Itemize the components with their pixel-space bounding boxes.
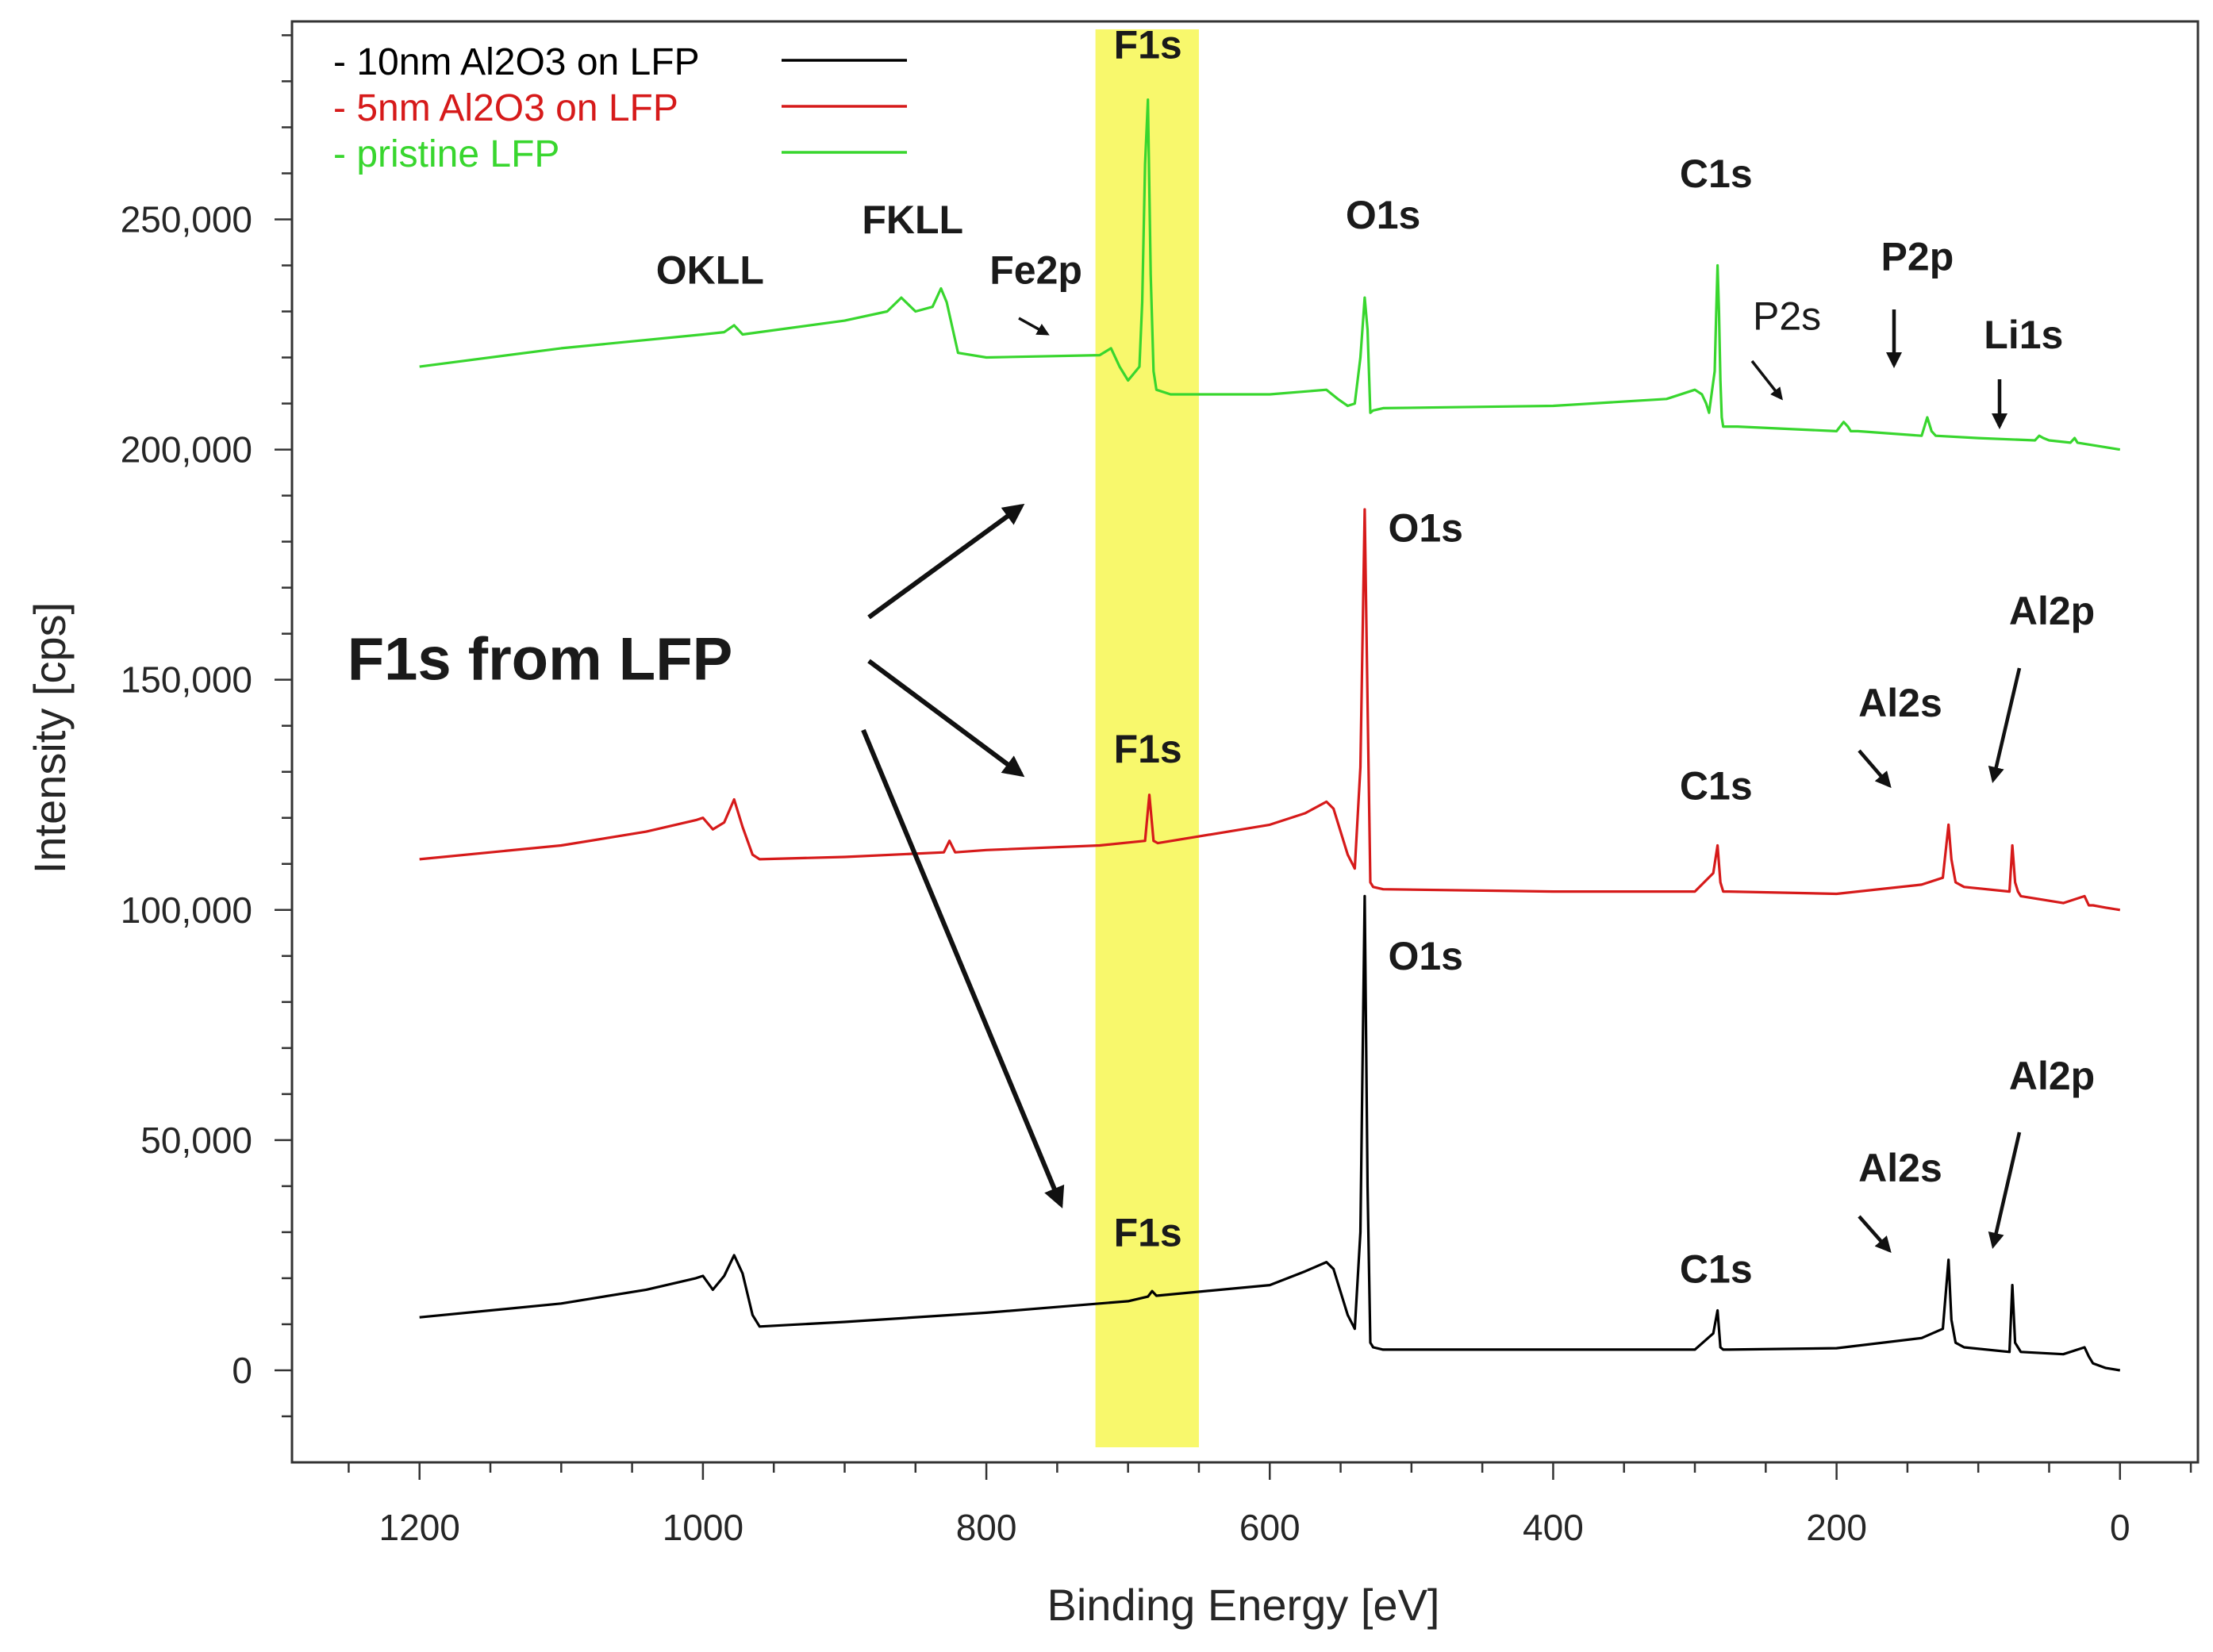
x-tick-label: 200 <box>1806 1507 1867 1548</box>
legend-label: - 5nm Al2O3 on LFP <box>333 87 678 129</box>
y-tick-label: 0 <box>232 1350 252 1391</box>
peak-label: FKLL <box>862 198 963 242</box>
peak-label: C1s <box>1680 1247 1753 1292</box>
peak-label: P2p <box>1881 234 1954 279</box>
arrow-to-10nm-f1s <box>861 728 1065 1208</box>
y-axis-label: Intensity [cps] <box>25 602 75 874</box>
arrow-fe2p <box>1018 317 1050 336</box>
peak-label: O1s <box>1346 193 1421 237</box>
y-tick-label: 250,000 <box>121 198 252 240</box>
peak-label: F1s <box>1114 22 1182 67</box>
peak-label: F1s <box>1114 727 1182 771</box>
x-tick-label: 1000 <box>663 1507 743 1548</box>
y-tick-label: 150,000 <box>121 659 252 701</box>
legend-label: - pristine LFP <box>333 133 559 175</box>
peak-label: Fe2p <box>989 248 1082 293</box>
peak-label: C1s <box>1680 152 1753 196</box>
series-line-1 <box>419 894 2121 1372</box>
peak-label: Al2s <box>1858 681 1942 725</box>
x-axis-label: Binding Energy [eV] <box>1047 1580 1440 1630</box>
arrow-al2p-10nm <box>1988 1131 2022 1249</box>
f1s-highlight-band <box>1095 29 1199 1447</box>
arrow-al2s-10nm <box>1858 1215 1892 1254</box>
peak-label: Al2s <box>1858 1146 1942 1190</box>
series-line-3 <box>419 98 2121 451</box>
peak-label: OKLL <box>656 248 764 293</box>
peak-label: C1s <box>1680 764 1753 809</box>
x-tick-label: 600 <box>1239 1507 1301 1548</box>
arrow-to-pristine-f1s <box>867 503 1025 620</box>
x-tick-label: 800 <box>956 1507 1017 1548</box>
y-tick-label: 50,000 <box>140 1120 252 1161</box>
peak-label: Al2p <box>2009 1054 2095 1098</box>
legend-label: - 10nm Al2O3 on LFP <box>333 41 700 83</box>
plot-frame <box>290 20 2200 1464</box>
arrow-al2s-5nm <box>1858 749 1892 789</box>
y-tick-label: 200,000 <box>121 429 252 471</box>
peak-label: P2s <box>1753 294 1821 339</box>
arrow-to-5nm-f1s <box>867 659 1025 778</box>
peak-label: F1s <box>1114 1210 1182 1254</box>
peak-label: Al2p <box>2009 589 2095 633</box>
x-tick-label: 400 <box>1523 1507 1584 1548</box>
peak-label: Li1s <box>1984 313 2063 357</box>
x-tick-label: 0 <box>2110 1507 2130 1548</box>
x-tick-label: 1200 <box>379 1507 460 1548</box>
series-line-2 <box>419 508 2121 912</box>
y-tick-label: 100,000 <box>121 889 252 931</box>
peak-label: O1s <box>1388 506 1463 551</box>
arrow-p2s <box>1750 359 1783 401</box>
peak-label: O1s <box>1388 934 1463 978</box>
arrow-al2p-5nm <box>1988 667 2022 783</box>
peak-label: F1s from LFP <box>348 626 733 693</box>
